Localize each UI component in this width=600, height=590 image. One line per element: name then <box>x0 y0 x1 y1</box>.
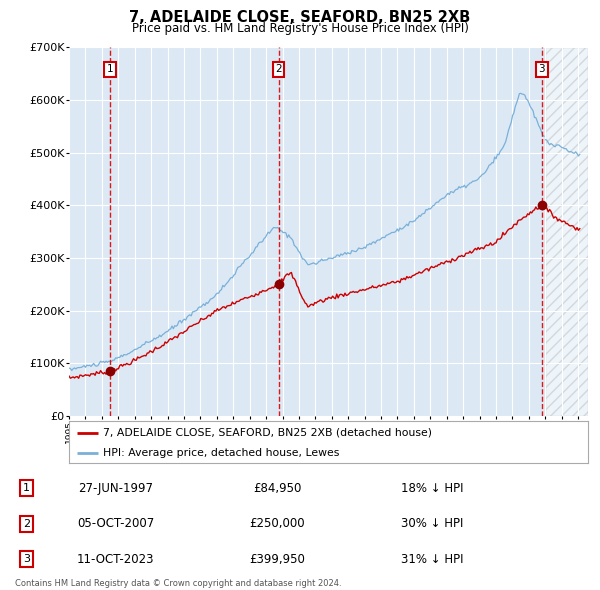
Text: £84,950: £84,950 <box>253 481 301 495</box>
Text: 30% ↓ HPI: 30% ↓ HPI <box>401 517 464 530</box>
Text: 2: 2 <box>275 64 282 74</box>
Text: 05-OCT-2007: 05-OCT-2007 <box>77 517 154 530</box>
Text: 11-OCT-2023: 11-OCT-2023 <box>77 552 154 566</box>
Text: 1: 1 <box>23 483 30 493</box>
Text: 2: 2 <box>23 519 30 529</box>
Text: HPI: Average price, detached house, Lewes: HPI: Average price, detached house, Lewe… <box>103 448 339 457</box>
Text: 31% ↓ HPI: 31% ↓ HPI <box>401 552 464 566</box>
Text: 18% ↓ HPI: 18% ↓ HPI <box>401 481 464 495</box>
Text: 7, ADELAIDE CLOSE, SEAFORD, BN25 2XB (detached house): 7, ADELAIDE CLOSE, SEAFORD, BN25 2XB (de… <box>103 428 432 438</box>
Text: 7, ADELAIDE CLOSE, SEAFORD, BN25 2XB: 7, ADELAIDE CLOSE, SEAFORD, BN25 2XB <box>130 10 470 25</box>
Text: £250,000: £250,000 <box>249 517 305 530</box>
Bar <box>545 47 588 416</box>
Text: 27-JUN-1997: 27-JUN-1997 <box>78 481 153 495</box>
Text: 3: 3 <box>23 554 30 564</box>
Text: Price paid vs. HM Land Registry's House Price Index (HPI): Price paid vs. HM Land Registry's House … <box>131 22 469 35</box>
Text: 1: 1 <box>107 64 113 74</box>
Text: Contains HM Land Registry data © Crown copyright and database right 2024.
This d: Contains HM Land Registry data © Crown c… <box>15 579 341 590</box>
Text: 3: 3 <box>538 64 545 74</box>
Text: £399,950: £399,950 <box>249 552 305 566</box>
